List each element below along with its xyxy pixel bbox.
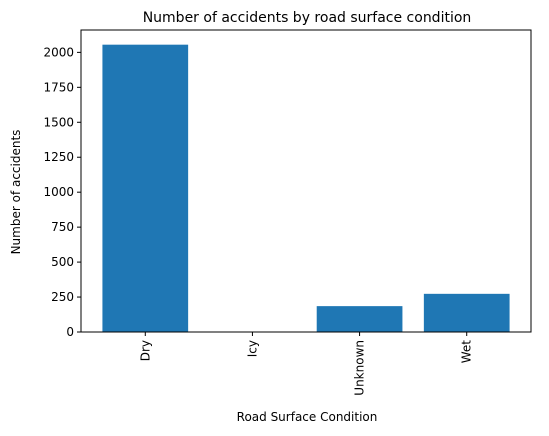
y-tick-label: 750 <box>51 220 74 234</box>
y-tick-label: 2000 <box>43 45 74 59</box>
plot-frame <box>80 29 532 333</box>
y-tick-label: 1000 <box>43 185 74 199</box>
x-tick-label: Unknown <box>353 340 367 396</box>
x-tick-label: Wet <box>460 340 474 364</box>
y-tick-label: 1500 <box>43 115 74 129</box>
x-tick-label: Icy <box>245 340 259 357</box>
y-tick-label: 500 <box>51 255 74 269</box>
x-axis: Dry Icy Unknown Wet <box>138 332 474 396</box>
y-tick-label: 0 <box>66 325 74 339</box>
bar-wet <box>423 293 510 332</box>
plot-area <box>102 44 510 333</box>
y-axis-label: Number of accidents <box>9 130 23 255</box>
bar-dry <box>102 44 189 333</box>
y-tick-label: 1250 <box>43 150 74 164</box>
x-axis-label: Road Surface Condition <box>237 410 378 424</box>
y-axis: 0 250 500 750 1000 1250 1500 1750 2000 <box>43 45 81 339</box>
x-tick-label: Dry <box>138 340 152 361</box>
bar-unknown <box>316 306 403 332</box>
y-tick-label: 250 <box>51 290 74 304</box>
y-tick-label: 1750 <box>43 80 74 94</box>
chart-title: Number of accidents by road surface cond… <box>143 10 472 26</box>
